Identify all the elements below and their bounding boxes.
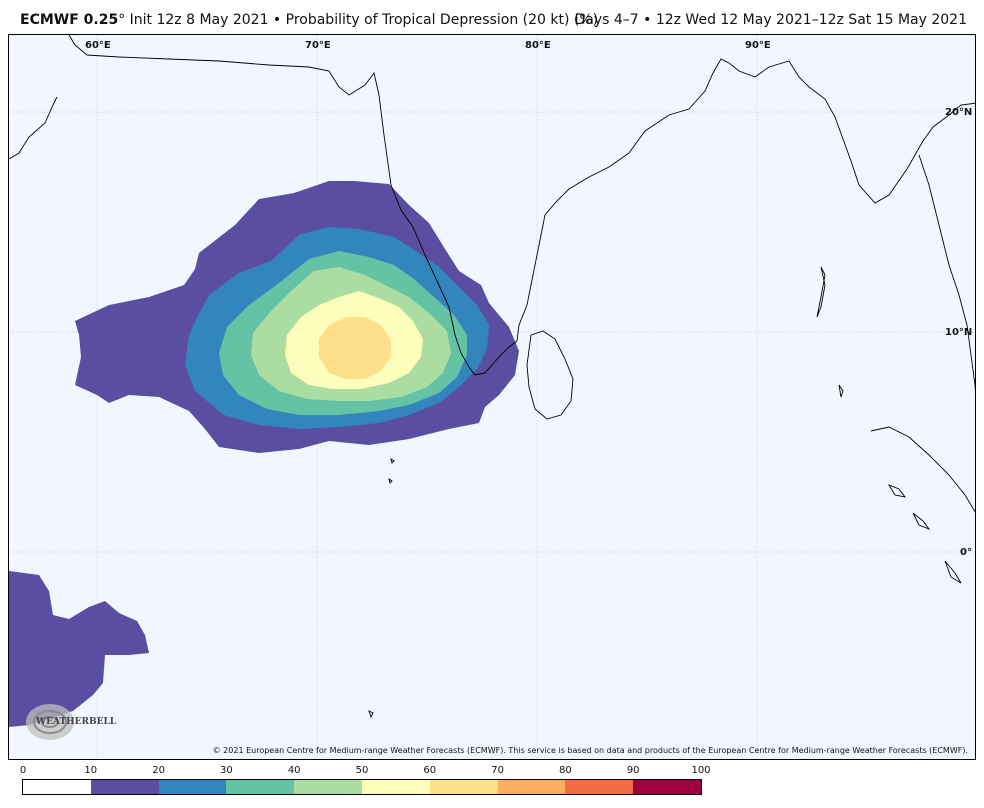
colorbar-seg-50-60 xyxy=(361,780,430,794)
lon-label-80e: 80°E xyxy=(525,40,551,51)
coast-andaman xyxy=(816,266,826,318)
probability-field xyxy=(9,181,519,727)
map-header: ECMWF 0.25° Init 12z 8 May 2021 • Probab… xyxy=(0,0,984,34)
coast-simeulue xyxy=(887,484,907,498)
contour-60-70 xyxy=(319,317,391,379)
coast-maldives-2 xyxy=(388,477,393,484)
colorbar-tick-70: 70 xyxy=(491,765,504,776)
logo-text: WEATHERBELL xyxy=(36,717,117,727)
colorbar-seg-10-20 xyxy=(90,780,159,794)
lat-label-20n: 20°N xyxy=(945,107,973,118)
copyright-notice: © 2021 European Centre for Medium-range … xyxy=(212,746,968,755)
colorbar-tick-30: 30 xyxy=(220,765,233,776)
contour-southwest xyxy=(9,571,149,727)
map-canvas xyxy=(9,35,975,759)
coast-india-east-bangladesh xyxy=(516,58,844,342)
coast-myanmar-south xyxy=(918,154,975,392)
lon-label-60e: 60°E xyxy=(85,40,111,51)
map-title: ECMWF 0.25° Init 12z 8 May 2021 • Probab… xyxy=(20,12,598,28)
colorbar-seg-80-90 xyxy=(565,780,634,794)
weatherbell-logo-icon xyxy=(26,704,74,740)
title-rest: Init 12z 8 May 2021 • Probability of Tro… xyxy=(125,12,599,28)
coast-pakistan-india-west xyxy=(68,35,518,376)
coast-sri-lanka xyxy=(526,330,574,420)
colorbar-seg-60-70 xyxy=(429,780,498,794)
coast-mentawai xyxy=(944,560,962,584)
coast-myanmar xyxy=(842,102,975,204)
colorbar-seg-70-80 xyxy=(497,780,566,794)
colorbar-tick-90: 90 xyxy=(626,765,640,776)
colorbar-bar xyxy=(22,779,702,795)
colorbar-tick-50: 50 xyxy=(355,765,369,776)
map-panel: 60°E 70°E 80°E 90°E 20°N 10°N 0° xyxy=(8,34,976,760)
colorbar-seg-20-30 xyxy=(158,780,227,794)
colorbar-tick-20: 20 xyxy=(152,765,165,776)
colorbar: 0 10 20 30 40 50 60 70 80 90 100 xyxy=(19,765,711,795)
colorbar-tick-60: 60 xyxy=(423,765,437,776)
coast-chagos xyxy=(368,710,374,719)
lat-label-10n: 10°N xyxy=(945,327,973,338)
colorbar-seg-40-50 xyxy=(294,780,362,794)
coast-arabia xyxy=(9,96,58,160)
colorbar-seg-90-100 xyxy=(633,780,701,794)
colorbar-tick-10: 10 xyxy=(84,765,98,776)
degree-symbol: ° xyxy=(118,12,126,28)
model-name: ECMWF 0.25 xyxy=(20,12,119,28)
lon-label-70e: 70°E xyxy=(305,40,331,51)
coastlines xyxy=(9,35,975,719)
colorbar-tick-0: 0 xyxy=(19,765,27,776)
lon-label-90e: 90°E xyxy=(745,40,771,51)
colorbar-tick-80: 80 xyxy=(559,765,572,776)
valid-period: Days 4–7 • 12z Wed 12 May 2021–12z Sat 1… xyxy=(574,12,967,28)
colorbar-seg-0-10 xyxy=(23,780,91,794)
colorbar-seg-30-40 xyxy=(226,780,295,794)
coast-sumatra xyxy=(870,426,975,513)
lat-label-0: 0° xyxy=(960,547,972,558)
coast-nias xyxy=(912,512,931,531)
coast-maldives-1 xyxy=(390,457,395,464)
coast-nicobar xyxy=(838,384,844,398)
colorbar-tick-100: 100 xyxy=(691,765,711,776)
colorbar-tick-40: 40 xyxy=(287,765,301,776)
